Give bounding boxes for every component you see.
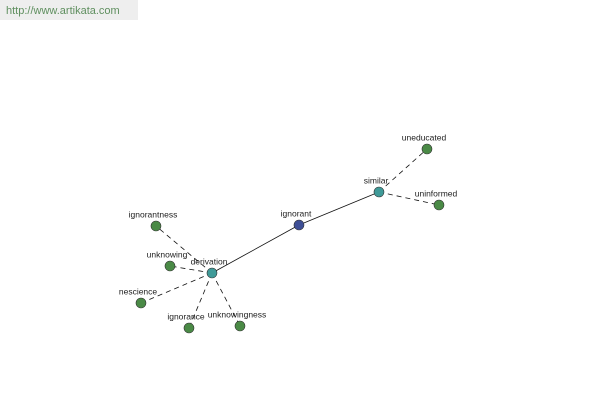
dashed-edge (378, 191, 440, 206)
dashed-edge (169, 265, 213, 274)
edge (298, 191, 380, 226)
word-node (234, 320, 246, 332)
word-node (135, 297, 147, 309)
word-node (150, 220, 162, 232)
site-url[interactable]: http://www.artikata.com (0, 0, 138, 20)
word-node (206, 267, 218, 279)
word-label: similar (364, 175, 389, 185)
word-label: uninformed (415, 188, 458, 198)
word-label: unknowing (147, 249, 188, 259)
edge (211, 224, 300, 274)
dashed-edge (140, 272, 213, 304)
dashed-edge (378, 148, 428, 193)
word-label: unknowingness (208, 309, 267, 319)
dashed-edge (211, 272, 241, 327)
word-node (433, 199, 445, 211)
word-label: ignorant (281, 208, 312, 218)
word-label: ignorantness (129, 209, 178, 219)
dashed-edge (155, 225, 213, 274)
word-label: ignorance (167, 311, 205, 321)
word-node (421, 143, 433, 155)
word-label: uneducated (402, 132, 447, 142)
word-node (293, 219, 305, 231)
word-label: derivation (191, 256, 228, 266)
word-node (183, 322, 195, 334)
dashed-edge (188, 272, 213, 329)
word-node (373, 186, 385, 198)
word-node (164, 260, 176, 272)
word-label: nescience (119, 286, 158, 296)
